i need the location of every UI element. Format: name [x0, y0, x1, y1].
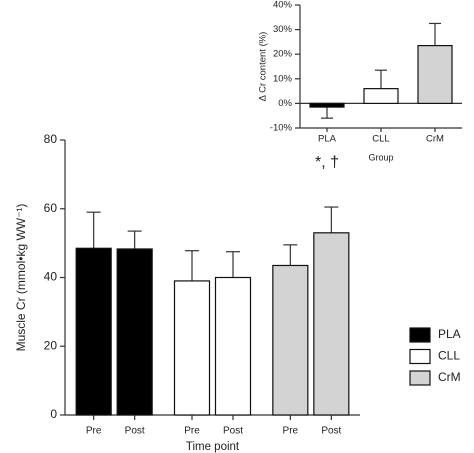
legend-label: CrM — [438, 370, 461, 384]
bar — [313, 232, 350, 416]
y-tick-label: 0% — [278, 98, 292, 109]
legend-swatch — [409, 327, 431, 343]
x-tick-label: Post — [125, 426, 145, 437]
legend-swatch — [409, 348, 431, 365]
x-tick-label: CLL — [372, 134, 389, 145]
x-tick-label: Pre — [86, 426, 102, 437]
y-tick-label: 60 — [44, 201, 58, 215]
y-tick-label: 40 — [44, 270, 58, 284]
bar — [116, 248, 153, 416]
y-tick-label: 0 — [50, 407, 57, 421]
x-tick-label: Post — [321, 426, 341, 437]
legend-swatch — [409, 370, 431, 386]
x-tick-label: Pre — [283, 426, 299, 437]
y-tick-label: 20 — [44, 338, 58, 352]
x-tick-label: CrM — [426, 134, 444, 145]
bar — [173, 280, 211, 416]
bar — [417, 44, 453, 105]
x-tick-label: Pre — [184, 426, 200, 437]
y-tick-label: 20% — [273, 49, 293, 60]
x-tick-label: PLA — [318, 134, 337, 145]
x-axis-label: Group — [368, 152, 393, 162]
y-axis-label: Δ Cr content (%) — [258, 32, 269, 102]
bar — [214, 276, 252, 416]
annotation: *, † — [315, 154, 339, 171]
y-tick-label: 80 — [44, 132, 58, 146]
bar — [309, 102, 345, 108]
x-tick-label: Post — [223, 426, 243, 437]
bar — [363, 88, 399, 104]
y-axis-label: Muscle Cr (mmol•kg WW⁻¹) — [14, 204, 28, 352]
y-tick-label: 10% — [273, 73, 293, 84]
legend-label: CLL — [438, 349, 460, 363]
y-tick-label: -10% — [270, 123, 293, 134]
y-tick-label: 40% — [273, 0, 293, 11]
y-tick-label: 30% — [273, 24, 293, 35]
x-axis-label: Time point — [186, 441, 240, 453]
bar — [272, 264, 309, 416]
bar — [75, 247, 112, 416]
legend-label: PLA — [438, 327, 461, 341]
